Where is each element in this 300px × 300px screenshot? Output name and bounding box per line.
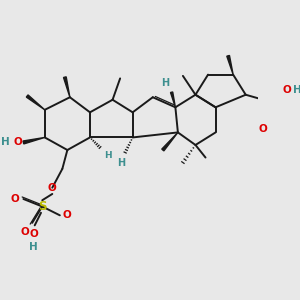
Text: S: S xyxy=(38,200,46,213)
Polygon shape xyxy=(23,137,45,144)
Polygon shape xyxy=(170,92,175,107)
Text: O: O xyxy=(14,137,22,148)
Polygon shape xyxy=(162,132,178,151)
Text: O: O xyxy=(282,85,291,95)
Text: O: O xyxy=(48,183,57,193)
Polygon shape xyxy=(26,95,45,110)
Text: O: O xyxy=(21,226,30,237)
Text: H: H xyxy=(117,158,125,167)
Text: O: O xyxy=(259,124,268,134)
Text: H: H xyxy=(161,79,169,88)
Text: O: O xyxy=(11,194,20,204)
Text: H: H xyxy=(29,242,38,252)
Text: H: H xyxy=(104,151,111,160)
Polygon shape xyxy=(227,56,233,75)
Text: O: O xyxy=(62,210,71,220)
Text: H: H xyxy=(293,85,300,95)
Text: H: H xyxy=(1,137,10,148)
Text: O: O xyxy=(29,229,38,239)
Polygon shape xyxy=(64,77,70,97)
